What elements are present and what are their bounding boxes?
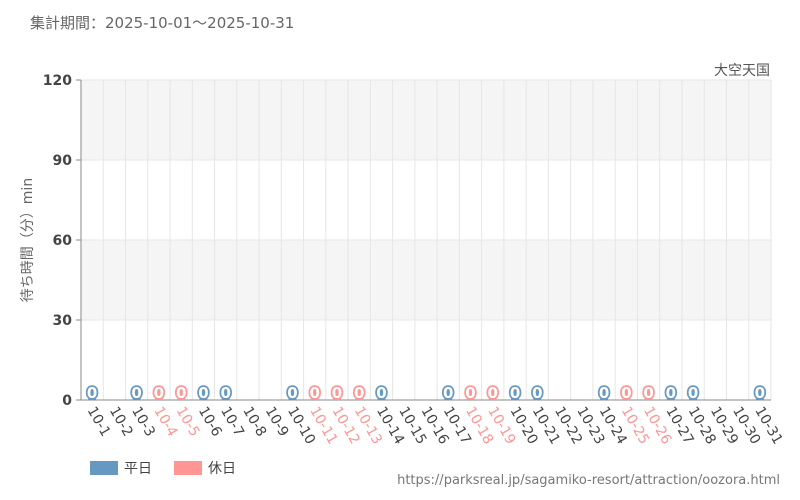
- bar: [288, 398, 297, 400]
- bar: [466, 398, 475, 400]
- bar-data-label: 0: [376, 384, 386, 402]
- bar: [511, 398, 520, 400]
- bar: [132, 398, 141, 400]
- bar-data-label: 0: [87, 384, 97, 402]
- bar: [444, 398, 453, 400]
- bar: [88, 398, 97, 400]
- y-tick-label: 0: [62, 393, 72, 409]
- y-axis-title: 待ち時間（分）min: [20, 178, 36, 302]
- bar-data-label: 0: [131, 384, 141, 402]
- bar-data-label: 0: [510, 384, 520, 402]
- bar-data-label: 0: [154, 384, 164, 402]
- legend-label-weekday: 平日: [124, 461, 152, 477]
- bar: [177, 398, 186, 400]
- y-tick-label: 120: [43, 73, 72, 89]
- bar-data-label: 0: [488, 384, 498, 402]
- bar-data-label: 0: [354, 384, 364, 402]
- bar-data-label: 0: [332, 384, 342, 402]
- bar-data-label: 0: [643, 384, 653, 402]
- bar-data-label: 0: [755, 384, 765, 402]
- legend: 平日 休日: [90, 458, 258, 478]
- bar: [666, 398, 675, 400]
- source-url[interactable]: https://parksreal.jp/sagamiko-resort/att…: [397, 473, 780, 488]
- legend-item-weekday[interactable]: 平日: [90, 458, 152, 478]
- legend-item-holiday[interactable]: 休日: [174, 458, 236, 478]
- y-tick-label: 60: [53, 233, 73, 249]
- bar: [355, 398, 364, 400]
- bar: [199, 398, 208, 400]
- bar: [154, 398, 163, 400]
- grid-band: [81, 80, 771, 160]
- bar: [310, 398, 319, 400]
- bar: [644, 398, 653, 400]
- bar: [332, 398, 341, 400]
- bar: [488, 398, 497, 400]
- bar-data-label: 0: [443, 384, 453, 402]
- bar-data-label: 0: [176, 384, 186, 402]
- legend-swatch-weekday: [90, 461, 118, 475]
- legend-swatch-holiday: [174, 461, 202, 475]
- bar-data-label: 0: [666, 384, 676, 402]
- bar: [622, 398, 631, 400]
- bar: [377, 398, 386, 400]
- bar-data-label: 0: [220, 384, 230, 402]
- y-tick-label: 30: [53, 313, 73, 329]
- bar-data-label: 0: [599, 384, 609, 402]
- bar-data-label: 0: [621, 384, 631, 402]
- bar: [221, 398, 230, 400]
- legend-label-holiday: 休日: [208, 461, 236, 477]
- bar: [533, 398, 542, 400]
- attraction-name: 大空天国: [714, 63, 770, 79]
- bar: [755, 398, 764, 400]
- bar-data-label: 0: [688, 384, 698, 402]
- bar-data-label: 0: [309, 384, 319, 402]
- grid-band: [81, 240, 771, 320]
- bar: [689, 398, 698, 400]
- bar: [600, 398, 609, 400]
- bar-data-label: 0: [287, 384, 297, 402]
- bar-data-label: 0: [465, 384, 475, 402]
- bar-data-label: 0: [198, 384, 208, 402]
- bar-data-label: 0: [532, 384, 542, 402]
- y-tick-label: 90: [53, 153, 73, 169]
- period-label: 集計期間：2025-10-01～2025-10-31: [30, 14, 295, 32]
